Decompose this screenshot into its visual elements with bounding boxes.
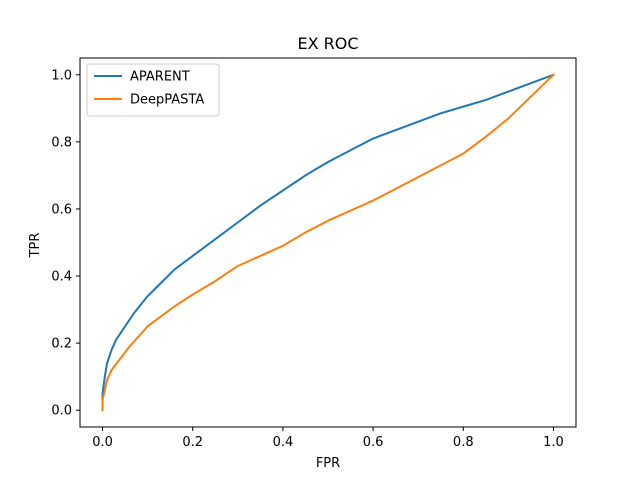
legend: APARENT DeepPASTA (86, 63, 220, 117)
y-tick-label: 0.2 (51, 337, 72, 352)
x-axis-label: FPR (316, 456, 340, 471)
legend-label-deeppasta: DeepPASTA (130, 93, 204, 108)
x-tick-label: 0.8 (453, 435, 474, 450)
series-line-aparent (101, 73, 555, 412)
x-tick-label: 0.2 (182, 435, 203, 450)
y-tick-label: 0.6 (51, 202, 72, 217)
x-tick-label: 0.6 (363, 435, 384, 450)
series-layer (101, 73, 555, 412)
y-tick-label: 0.0 (51, 404, 72, 419)
plot-frame (79, 57, 577, 428)
y-tick-label: 1.0 (51, 68, 72, 83)
y-tick-label: 0.4 (51, 270, 72, 285)
x-tick-label: 0.0 (92, 435, 113, 450)
series-line-deeppasta (101, 73, 555, 412)
ticks-layer: 0.0 0.2 0.4 0.6 0.8 1.0 0.0 0.2 0.4 0.6 0.8 1.0 (51, 68, 563, 450)
legend-label-aparent: APARENT (130, 70, 190, 85)
x-tick-label: 0.4 (273, 435, 294, 450)
x-tick-label: 1.0 (543, 435, 564, 450)
y-axis-label: TPR (28, 233, 43, 259)
y-tick-label: 0.8 (51, 135, 72, 150)
plot-area (79, 57, 577, 428)
chart-title: EX ROC (297, 34, 358, 53)
